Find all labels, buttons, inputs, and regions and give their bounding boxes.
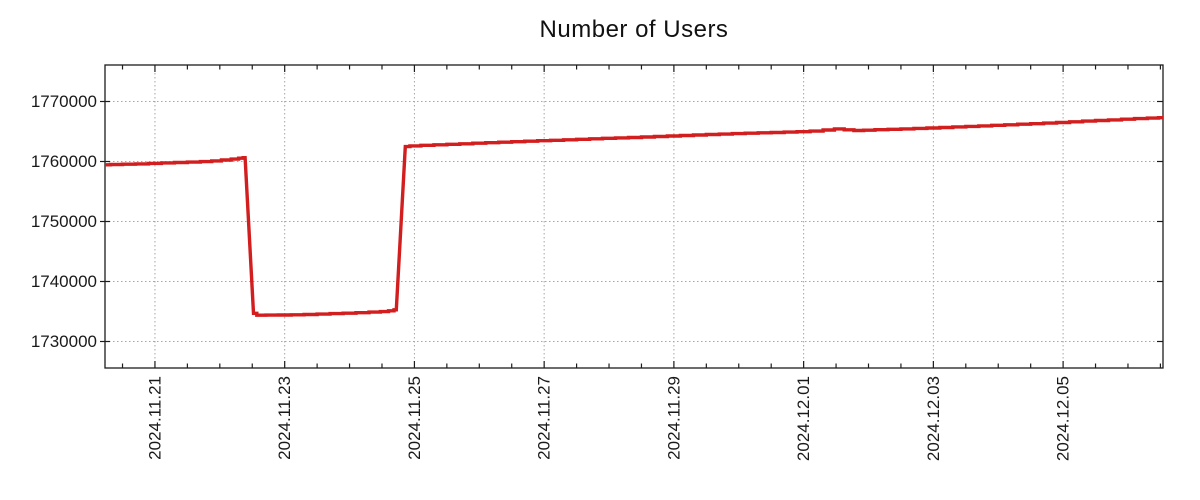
x-tick-label: 2024.12.01: [794, 376, 813, 461]
y-tick-label: 1750000: [31, 212, 97, 231]
x-tick-label: 2024.11.29: [664, 376, 683, 460]
x-tick-label: 2024.12.05: [1054, 376, 1073, 461]
y-tick-label: 1730000: [31, 332, 97, 351]
y-tick-label: 1760000: [31, 152, 97, 171]
x-tick-label: 2024.11.23: [275, 376, 294, 460]
chart-title: Number of Users: [539, 16, 729, 43]
y-tick-label: 1740000: [31, 272, 97, 291]
series-line: [105, 116, 1163, 317]
x-tick-label: 2024.11.21: [145, 376, 164, 460]
x-tick-label: 2024.11.27: [535, 376, 554, 460]
plot-border: [104, 64, 1164, 369]
y-tick-label: 1770000: [31, 92, 97, 111]
x-tick-label: 2024.12.03: [924, 376, 943, 461]
x-tick-label: 2024.11.25: [405, 376, 424, 460]
